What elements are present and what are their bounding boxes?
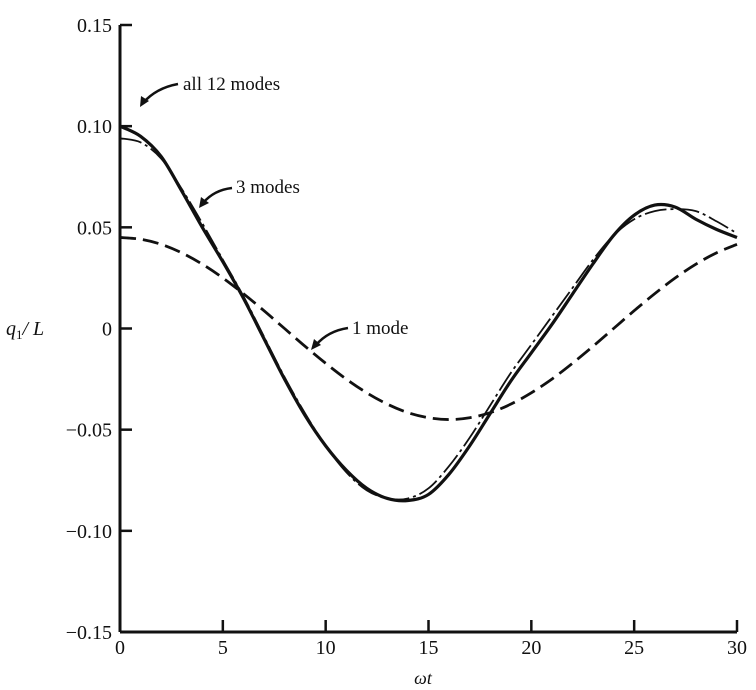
series-line-all-12-modes — [119, 124, 738, 503]
annotation-3-modes: 3 modes — [236, 177, 300, 198]
y-tick-label: 0 — [102, 319, 112, 341]
y-axis-label-tail: / L — [22, 318, 45, 340]
x-tick-label: 25 — [624, 637, 644, 659]
x-tick-label: 10 — [316, 637, 336, 659]
y-tick-label: 0.05 — [77, 217, 112, 239]
x-tick-label: 15 — [419, 637, 439, 659]
axes — [118, 25, 737, 634]
annotation-all-12-modes: all 12 modes — [183, 74, 280, 95]
y-tick-label: −0.05 — [66, 420, 112, 442]
y-tick-label: 0.10 — [77, 116, 112, 138]
y-axis-label-sub: 1 — [16, 327, 23, 342]
arrowhead-3-modes — [199, 197, 209, 208]
y-tick-label: −0.10 — [66, 521, 112, 543]
x-tick-label: 0 — [115, 637, 125, 659]
ticks: 0 5 10 15 20 25 30 0.15 0.10 0.05 0 −0.05 −0.10 −0.15 — [66, 15, 747, 659]
annotation-1-mode: 1 mode — [352, 318, 408, 339]
y-tick-label: 0.15 — [77, 15, 112, 37]
annotation-arrow-all-12-modes — [142, 82, 179, 104]
arrowhead-1-mode — [311, 339, 321, 350]
y-axis-label-main: q — [6, 318, 16, 340]
annotation-arrow-1-mode — [315, 326, 349, 346]
x-tick-label: 30 — [727, 637, 747, 659]
x-tick-label: 20 — [521, 637, 541, 659]
y-tick-label: −0.15 — [66, 622, 112, 644]
series-line-1-mode — [119, 236, 738, 421]
series-lines — [119, 124, 738, 503]
x-axis-label: ωt — [414, 668, 433, 688]
x-tick-label: 5 — [218, 637, 228, 659]
y-axis-label: q1/ L — [6, 318, 44, 342]
arrowhead-all-12-modes — [140, 96, 149, 107]
annotation-arrow-3-modes — [202, 186, 233, 204]
series-line-3-modes — [119, 137, 738, 501]
